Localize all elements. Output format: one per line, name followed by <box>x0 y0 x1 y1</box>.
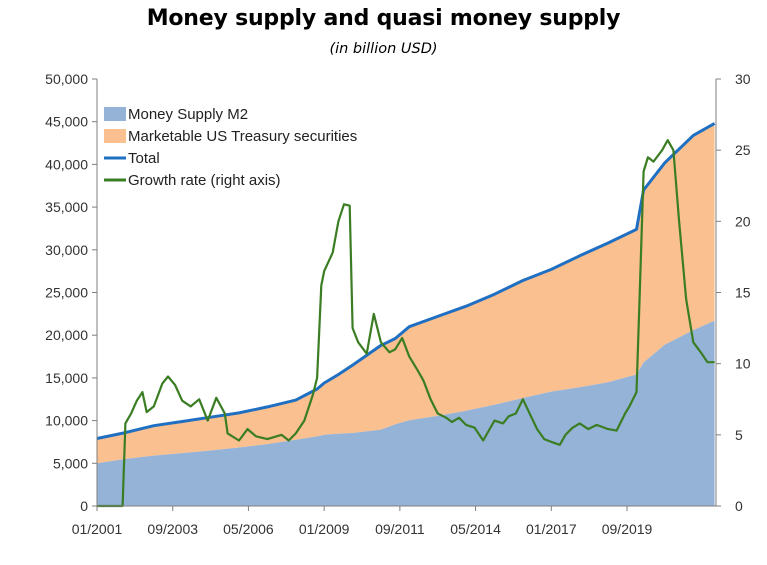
left-tick-label: 20,000 <box>45 327 88 343</box>
left-tick-label: 0 <box>80 498 88 514</box>
x-tick-label: 01/2001 <box>72 521 123 537</box>
left-tick-label: 5,000 <box>53 455 88 471</box>
left-tick-label: 45,000 <box>45 114 88 130</box>
x-tick-label: 01/2017 <box>526 521 577 537</box>
legend-item: Growth rate (right axis) <box>104 172 281 189</box>
m2-area <box>97 320 715 506</box>
x-tick-label: 01/2009 <box>299 521 350 537</box>
treasury-area <box>97 123 715 464</box>
legend-item: Total <box>104 150 160 167</box>
left-tick-label: 30,000 <box>45 242 88 258</box>
x-tick-label: 05/2006 <box>223 521 274 537</box>
right-tick-label: 25 <box>735 142 751 158</box>
right-tick-label: 5 <box>735 427 743 443</box>
x-tick-label: 09/2003 <box>147 521 198 537</box>
line-layer <box>96 122 716 508</box>
chart-title: Money supply and quasi money supply <box>146 6 621 31</box>
right-tick-label: 10 <box>735 356 751 372</box>
left-tick-label: 15,000 <box>45 370 88 386</box>
legend-item: Money Supply M2 <box>104 106 248 123</box>
legend-swatch <box>104 107 126 121</box>
x-tick-label: 05/2014 <box>450 521 501 537</box>
right-tick-label: 30 <box>735 71 751 87</box>
left-tick-label: 25,000 <box>45 285 88 301</box>
left-tick-label: 10,000 <box>45 413 88 429</box>
legend: Money Supply M2 Marketable US Treasury se… <box>104 106 357 189</box>
left-tick-label: 35,000 <box>45 199 88 215</box>
x-tick-label: 09/2019 <box>602 521 653 537</box>
legend-label: Growth rate (right axis) <box>128 172 281 189</box>
right-tick-label: 15 <box>735 285 751 301</box>
x-tick-label: 09/2011 <box>375 521 425 537</box>
legend-swatch <box>104 129 126 143</box>
growth-rate-line <box>97 139 715 508</box>
legend-label: Money Supply M2 <box>128 106 248 123</box>
axes: 0 5,000 10,000 15,000 20,000 25,000 30,000 35,0… <box>45 71 751 537</box>
legend-label: Marketable US Treasury securities <box>128 128 357 145</box>
right-tick-label: 20 <box>735 213 751 229</box>
legend-item: Marketable US Treasury securities <box>104 128 357 145</box>
left-tick-label: 50,000 <box>45 71 88 87</box>
chart-subtitle: (in billion USD) <box>329 41 438 57</box>
area-layer <box>97 123 715 506</box>
right-tick-label: 0 <box>735 498 743 514</box>
total-line <box>96 122 716 440</box>
legend-label: Total <box>128 150 160 167</box>
left-tick-label: 40,000 <box>45 156 88 172</box>
